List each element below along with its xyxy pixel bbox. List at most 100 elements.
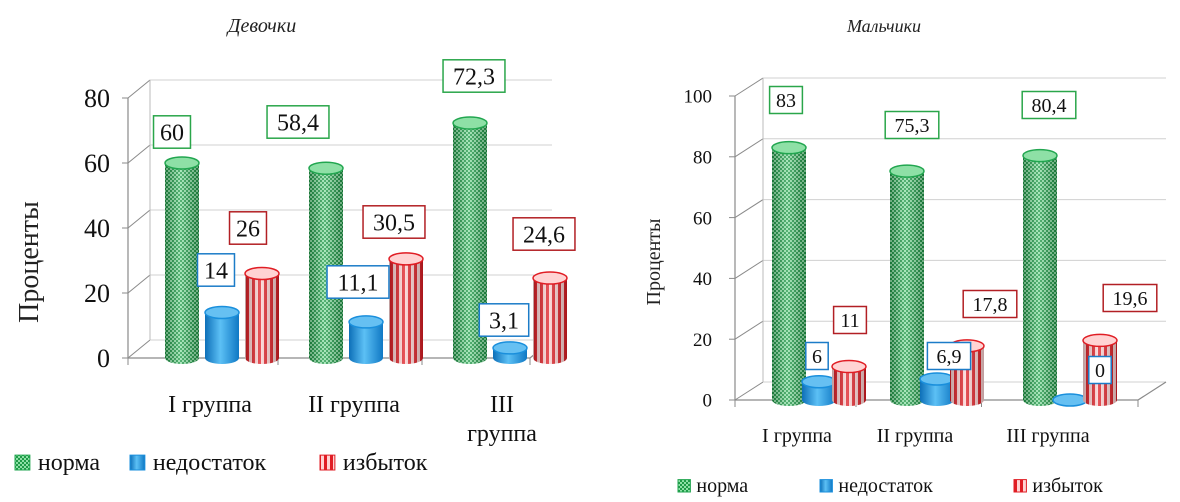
y-tick-label: 20	[693, 330, 712, 351]
data-label-text: 11,1	[337, 270, 378, 296]
data-label-text: 80,4	[1032, 95, 1067, 117]
bar-deficit-1	[801, 375, 837, 406]
gridline-diagonal	[734, 77, 764, 97]
bar-deficit-2	[919, 372, 955, 406]
legend-label: избыток	[1032, 475, 1103, 497]
data-label-text: 26	[236, 216, 260, 242]
data-label-text: 11	[840, 310, 859, 332]
data-label-deficit-2: 11,1	[326, 265, 390, 299]
legend-swatch	[319, 454, 336, 471]
gridline-diagonal	[127, 144, 151, 164]
data-label-text: 24,6	[523, 222, 565, 248]
data-label-text: 19,6	[1113, 288, 1148, 310]
data-label-norm-3: 80,4	[1021, 90, 1077, 120]
chart-title: Мальчики	[846, 16, 921, 36]
bar-norm-1	[164, 156, 200, 364]
data-label-excess-3: 19,6	[1102, 283, 1158, 313]
data-label-text: 60	[160, 120, 184, 146]
legend-swatch	[129, 454, 146, 471]
bar-excess-3	[532, 271, 568, 364]
bar-deficit-3	[492, 341, 528, 364]
data-label-excess-1: 11	[832, 305, 868, 335]
data-label-norm-2: 58,4	[266, 105, 330, 139]
y-axis-label: Проценты	[14, 201, 45, 323]
gridline-diagonal	[127, 209, 151, 229]
legend-label: избыток	[343, 450, 428, 476]
legend-label: недостаток	[153, 450, 267, 476]
x-category-label: II группа	[308, 392, 400, 418]
data-label-deficit-1: 6	[805, 341, 829, 371]
chart-panel-2: Мальчики Проценты 0 20 40 60 80 100 83 75,3 80,4 6 6…	[643, 16, 1167, 497]
legend-swatch	[677, 479, 691, 493]
bar-deficit-1	[204, 305, 240, 364]
legend-swatch	[819, 479, 833, 493]
y-tick-label: 40	[693, 269, 712, 290]
data-label-text: 0	[1095, 360, 1105, 382]
y-tick-label: 0	[703, 391, 713, 412]
data-label-excess-2: 17,8	[962, 289, 1018, 319]
data-label-text: 83	[776, 90, 796, 112]
gridline-diagonal	[127, 79, 151, 99]
data-label-deficit-3: 3,1	[478, 303, 530, 337]
x-category-label: III группа	[467, 392, 537, 447]
data-label-text: 72,3	[453, 64, 495, 90]
data-label-excess-2: 30,5	[362, 205, 426, 239]
x-category-label: I группа	[168, 392, 252, 418]
legend-label: норма	[38, 450, 101, 476]
y-tick-label: 40	[84, 214, 110, 243]
data-label-norm-2: 75,3	[884, 110, 940, 140]
legend-item-norm: норма	[14, 450, 101, 476]
bar-excess-1	[244, 266, 280, 364]
x-category-label: II группа	[877, 425, 954, 447]
x-category-label: III группа	[1006, 425, 1089, 447]
gridline-diagonal	[734, 199, 764, 219]
data-label-deficit-1: 14	[196, 253, 236, 287]
data-label-text: 3,1	[489, 308, 519, 334]
bar-norm-3	[1022, 148, 1058, 406]
bar-excess-1	[831, 359, 867, 406]
data-label-deficit-3: 0	[1088, 355, 1112, 385]
data-label-norm-1: 60	[152, 115, 192, 149]
legend-item-excess: избыток	[319, 450, 428, 476]
data-label-text: 58,4	[277, 110, 319, 136]
legend-item-norm: норма	[677, 475, 748, 497]
gridline-diagonal	[734, 259, 764, 279]
y-tick-label: 20	[84, 279, 110, 308]
legend-item-deficit: недостаток	[819, 475, 933, 497]
y-tick-label: 80	[693, 147, 712, 168]
y-tick-label: 100	[684, 87, 713, 108]
chart-panel-1: Девочки Проценты 0 20 40 60 80 60 58,4 72,3 14 11,1…	[14, 15, 576, 476]
bar-excess-2	[388, 252, 424, 364]
data-label-text: 75,3	[895, 115, 930, 137]
legend-item-deficit: недостаток	[129, 450, 267, 476]
gridline-diagonal	[734, 381, 764, 401]
legend-swatch	[1013, 479, 1027, 493]
data-label-text: 17,8	[973, 294, 1008, 316]
bar-norm-3	[452, 116, 488, 365]
data-label-text: 6,9	[937, 346, 962, 368]
gridline-diagonal	[734, 138, 764, 158]
chart-title: Девочки	[226, 15, 296, 37]
bar-norm-2	[308, 161, 344, 364]
data-label-text: 14	[204, 258, 228, 284]
bar-deficit-2	[348, 315, 384, 364]
y-axis-label: Проценты	[643, 219, 665, 306]
bar-deficit-3	[1052, 393, 1088, 407]
legend-swatch	[14, 454, 31, 471]
x-category-label: I группа	[762, 425, 832, 447]
gridline-diagonal	[734, 320, 764, 340]
y-tick-label: 60	[693, 208, 712, 229]
legend-item-excess: избыток	[1013, 475, 1103, 497]
gridline-diagonal	[127, 339, 151, 359]
y-tick-label: 0	[97, 344, 110, 373]
data-label-norm-3: 72,3	[442, 59, 506, 93]
data-label-excess-3: 24,6	[512, 217, 576, 251]
legend-label: норма	[696, 475, 748, 497]
data-label-excess-1: 26	[228, 211, 268, 245]
gridline-diagonal	[127, 274, 151, 294]
legend-label: недостаток	[838, 475, 933, 497]
data-label-norm-1: 83	[768, 85, 804, 115]
bar-norm-1	[771, 140, 807, 406]
y-tick-label: 80	[84, 84, 110, 113]
